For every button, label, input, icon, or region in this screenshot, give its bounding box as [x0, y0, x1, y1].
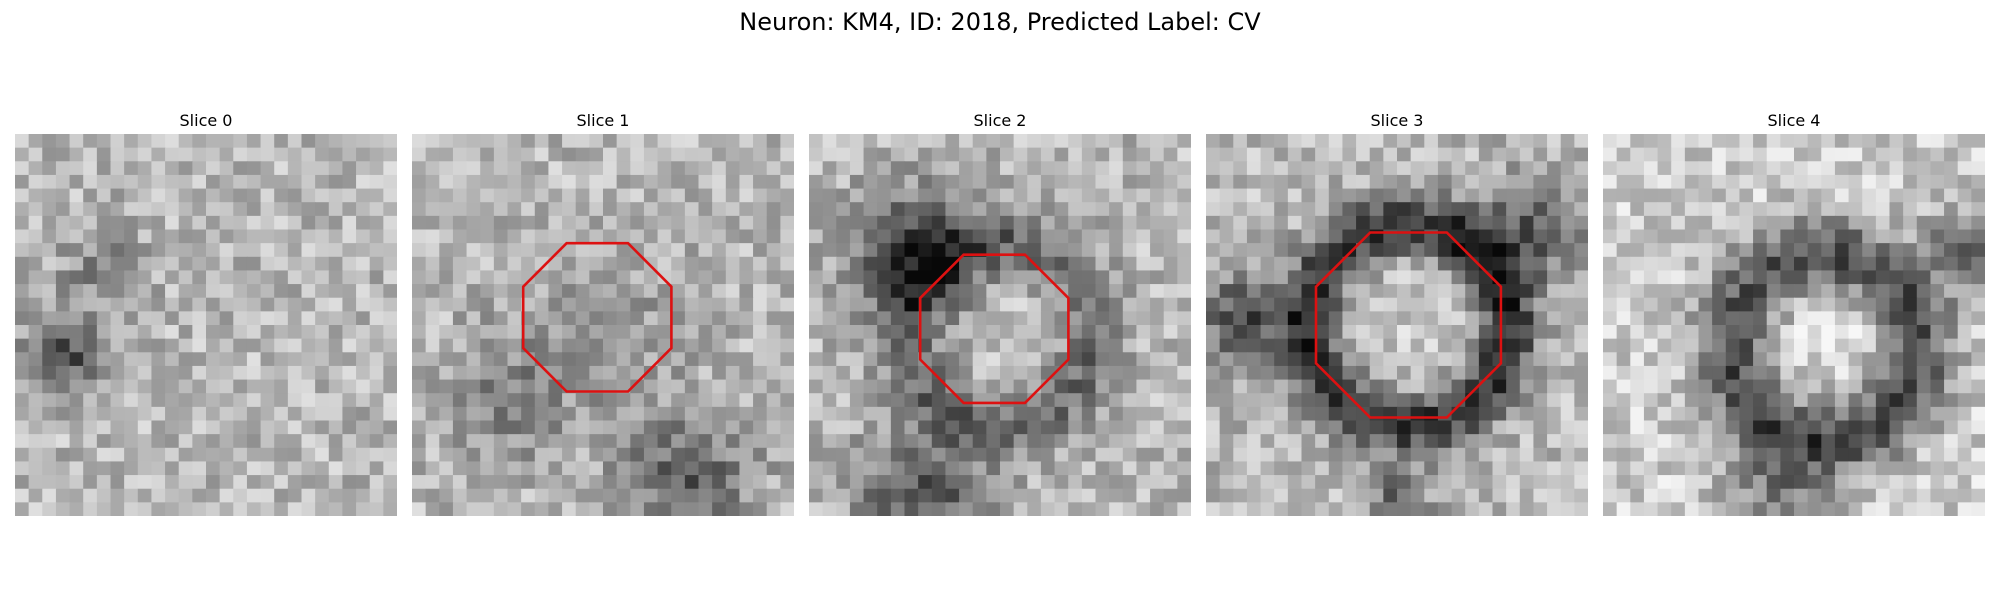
slice-panel-0: Slice 0 — [15, 110, 397, 516]
slice-image — [1603, 134, 1985, 516]
slice-title: Slice 4 — [1767, 111, 1821, 130]
slice-image — [1206, 134, 1588, 516]
slice-image — [809, 134, 1191, 516]
slice-panel-3: Slice 3 — [1206, 110, 1588, 516]
slice-panel-2: Slice 2 — [809, 110, 1191, 516]
figure-title: Neuron: KM4, ID: 2018, Predicted Label: … — [739, 8, 1261, 36]
slice-title: Slice 3 — [1370, 111, 1424, 130]
slice-panel-1: Slice 1 — [412, 110, 794, 516]
slice-title: Slice 0 — [179, 111, 233, 130]
roi-outline — [521, 241, 673, 393]
slice-image — [15, 134, 397, 516]
roi-outline — [1314, 231, 1503, 419]
slice-title: Slice 2 — [973, 111, 1027, 130]
roi-outline — [918, 253, 1070, 405]
slice-title: Slice 1 — [576, 111, 630, 130]
slice-image — [412, 134, 794, 516]
slice-panel-4: Slice 4 — [1603, 110, 1985, 516]
